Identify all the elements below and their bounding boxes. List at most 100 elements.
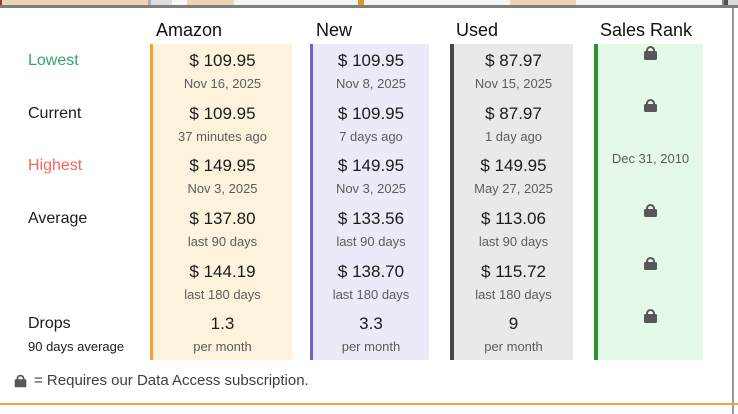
cell-value: $ 109.95: [337, 103, 405, 123]
cell-value: $ 149.95: [189, 156, 256, 176]
cell-value: [644, 203, 657, 218]
row-label-empty: [28, 255, 153, 308]
table-cell: 1.3 per month: [153, 307, 292, 360]
table-cell: $ 149.95 May 27, 2025: [454, 149, 573, 202]
column-amazon: $ 109.95 Nov 16, 2025 $ 109.95 37 minutes a…: [150, 44, 292, 360]
column-new: $ 109.95 Nov 8, 2025 $ 109.95 7 days ago $ 1…: [310, 44, 429, 360]
right-border: [732, 8, 734, 414]
table-cell: $ 113.06 last 90 days: [454, 202, 573, 255]
cell-value: $ 138.70: [337, 261, 405, 281]
lock-icon[interactable]: [644, 98, 657, 113]
cell-value: $ 87.97: [485, 103, 542, 123]
table-cell: Dec 31, 2010: [598, 149, 703, 202]
table-cell: $ 109.95 Nov 8, 2025: [313, 44, 429, 97]
lock-icon[interactable]: [644, 309, 657, 323]
table-cell: $ 149.95 Nov 3, 2025: [153, 149, 292, 202]
cell-subtext: last 90 days: [187, 233, 258, 249]
cell-value: 1.3: [210, 314, 235, 334]
table-cell: $ 87.97 Nov 15, 2025: [454, 44, 573, 97]
cell-value: 9: [508, 314, 519, 334]
column-sales-rank: Dec 31, 2010: [594, 44, 703, 360]
table-cell: [598, 202, 703, 255]
cell-subtext: Nov 15, 2025: [474, 76, 553, 91]
cell-value: $ 133.56: [337, 208, 405, 228]
lock-icon[interactable]: [644, 256, 657, 271]
lock-icon[interactable]: [644, 46, 657, 60]
cell-subtext: Nov 3, 2025: [187, 181, 258, 197]
cell-subtext: last 180 days: [332, 286, 410, 302]
bottom-divider: [0, 403, 738, 405]
table-cell: 9 per month: [454, 307, 573, 360]
lock-icon: [14, 374, 27, 387]
table-cell: [598, 44, 703, 97]
cell-subtext: per month: [193, 339, 252, 355]
cell-subtext: last 180 days: [184, 286, 261, 302]
cell-subtext: May 27, 2025: [474, 181, 553, 197]
cell-value: [644, 309, 657, 323]
row-label-lowest: Lowest: [28, 44, 153, 97]
lock-icon[interactable]: [644, 203, 657, 218]
row-label-text: Lowest: [28, 52, 79, 69]
cell-value: [644, 46, 657, 60]
row-label-text: Current: [28, 104, 82, 122]
cell-value: $ 149.95: [480, 156, 547, 176]
cell-subtext: 7 days ago: [339, 128, 403, 144]
cell-value: $ 109.95: [337, 51, 405, 70]
row-labels-column: Lowest Current Highest Average Drops 90 days …: [28, 44, 153, 360]
cell-subtext: Dec 31, 2010: [611, 151, 690, 167]
cell-value: [644, 98, 657, 113]
cell-value: [644, 256, 657, 271]
table-cell: [598, 97, 703, 150]
table-cell: $ 144.19 last 180 days: [153, 255, 292, 308]
cell-subtext: Nov 8, 2025: [335, 76, 407, 91]
row-label-drops: Drops 90 days average: [28, 307, 153, 360]
row-label-text: Highest: [28, 157, 83, 175]
table-cell: $ 133.56 last 90 days: [313, 202, 429, 255]
table-cell: $ 109.95 37 minutes ago: [153, 97, 292, 150]
cell-value: $ 115.72: [481, 261, 546, 281]
top-edge-strip: [0, 0, 738, 5]
cell-value: $ 109.95: [189, 51, 256, 70]
column-header-new: New: [316, 20, 353, 40]
top-divider: [0, 5, 738, 8]
table-cell: [598, 255, 703, 308]
column-header-used: Used: [456, 20, 499, 40]
table-cell: 3.3 per month: [313, 307, 429, 360]
cell-value: $ 109.95: [189, 103, 256, 123]
cell-value: $ 144.19: [189, 261, 256, 281]
cell-subtext: Nov 3, 2025: [335, 181, 407, 197]
cell-subtext: last 180 days: [475, 286, 552, 302]
table-cell: $ 115.72 last 180 days: [454, 255, 573, 308]
table-cell: $ 149.95 Nov 3, 2025: [313, 149, 429, 202]
column-header-sales-rank: Sales Rank: [600, 20, 693, 40]
table-cell: $ 137.80 last 90 days: [153, 202, 292, 255]
column-header-amazon: Amazon: [156, 20, 223, 40]
row-label-current: Current: [28, 97, 153, 150]
table-cell: $ 109.95 7 days ago: [313, 97, 429, 150]
table-cell: $ 138.70 last 180 days: [313, 255, 429, 308]
row-label-average: Average: [28, 202, 153, 255]
table-cell: [598, 307, 703, 360]
cell-subtext: per month: [484, 339, 543, 355]
cell-subtext: last 90 days: [478, 233, 549, 249]
row-label-text: Drops: [28, 315, 71, 333]
cell-value: 3.3: [359, 314, 383, 334]
row-label-highest: Highest: [28, 149, 153, 202]
cell-subtext: 1 day ago: [484, 128, 543, 144]
table-cell: $ 109.95 Nov 16, 2025: [153, 44, 292, 97]
cell-value: $ 87.97: [485, 51, 542, 70]
cell-subtext: 37 minutes ago: [178, 128, 267, 144]
footer-note-text: = Requires our Data Access subscription.: [34, 372, 309, 389]
cell-subtext: per month: [341, 339, 401, 355]
cell-value: $ 137.80: [189, 208, 256, 228]
cell-subtext: last 90 days: [336, 233, 406, 249]
cell-value: $ 149.95: [337, 156, 405, 176]
cell-subtext: Nov 16, 2025: [183, 76, 262, 91]
table-cell: $ 87.97 1 day ago: [454, 97, 573, 150]
footer-note: = Requires our Data Access subscription.: [14, 372, 309, 389]
row-label-text: Average: [28, 209, 88, 227]
cell-value: $ 113.06: [481, 208, 546, 228]
column-used: $ 87.97 Nov 15, 2025 $ 87.97 1 day ago $ 149…: [450, 44, 573, 360]
row-label-subtext: 90 days average: [28, 339, 125, 355]
